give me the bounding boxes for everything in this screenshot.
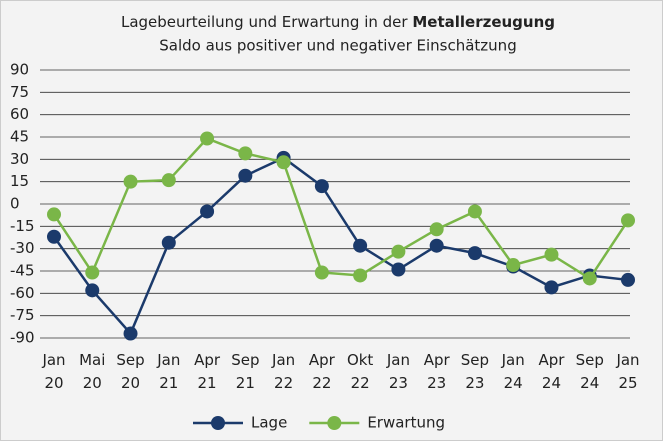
y-tick-label: 75 bbox=[10, 83, 29, 101]
x-tick-label: Jan 22 bbox=[271, 351, 295, 392]
point bbox=[47, 207, 61, 222]
x-tick-label: Apr 22 bbox=[309, 351, 336, 392]
x-tick-label: Apr 21 bbox=[194, 351, 221, 392]
y-tick-label: -60 bbox=[10, 284, 35, 302]
point bbox=[544, 247, 559, 262]
point bbox=[238, 146, 253, 161]
x-tick-label: Okt 22 bbox=[347, 351, 373, 392]
point bbox=[47, 229, 61, 244]
series-line bbox=[52, 156, 629, 336]
y-tick-label: -90 bbox=[10, 329, 35, 347]
point bbox=[353, 268, 368, 283]
y-tick-label: 30 bbox=[10, 150, 29, 168]
series-line bbox=[52, 137, 630, 281]
x-tick-label: Sep 23 bbox=[461, 351, 489, 392]
x-tick-label: Sep 21 bbox=[231, 351, 259, 392]
point bbox=[85, 283, 100, 298]
y-tick-label: -30 bbox=[10, 239, 35, 257]
point bbox=[161, 235, 176, 250]
chart-subtitle: Saldo aus positiver und negativer Einsch… bbox=[159, 37, 516, 55]
x-tick-label: Apr 23 bbox=[424, 351, 451, 392]
x-tick-label: Apr 24 bbox=[538, 351, 565, 392]
legend-label: Lage bbox=[251, 414, 287, 432]
x-tick-label: Jan 25 bbox=[615, 351, 639, 392]
y-tick-label: 45 bbox=[10, 128, 29, 146]
point bbox=[391, 244, 406, 259]
x-tick-label: Sep 24 bbox=[576, 351, 604, 392]
point bbox=[353, 238, 368, 253]
chart-title: Lagebeurteilung und Erwartung in der Met… bbox=[121, 13, 555, 31]
point bbox=[621, 213, 635, 228]
title-text: Lagebeurteilung und Erwartung in der bbox=[121, 13, 408, 31]
y-tick-label: -15 bbox=[10, 217, 35, 235]
point bbox=[276, 155, 291, 170]
legend-label: Erwartung bbox=[367, 414, 445, 432]
y-tick-label: -75 bbox=[10, 306, 35, 324]
point bbox=[161, 173, 176, 188]
point bbox=[200, 204, 215, 219]
point bbox=[391, 262, 406, 277]
point bbox=[506, 258, 521, 273]
x-tick-label: Jan 24 bbox=[501, 351, 525, 392]
x-tick-label: Jan 21 bbox=[156, 351, 180, 392]
legend-marker bbox=[327, 416, 342, 430]
title-emphasis: Metallerzeugung bbox=[412, 13, 555, 31]
y-tick-label: -45 bbox=[10, 262, 35, 280]
y-tick-label: 60 bbox=[10, 105, 29, 123]
point bbox=[314, 179, 329, 194]
x-tick-label: Jan 23 bbox=[386, 351, 410, 392]
point bbox=[314, 265, 329, 280]
point bbox=[85, 265, 100, 280]
point bbox=[123, 174, 138, 189]
point bbox=[621, 272, 635, 287]
point bbox=[544, 280, 559, 295]
y-tick-label: 90 bbox=[10, 61, 29, 79]
point bbox=[582, 271, 597, 286]
point bbox=[429, 238, 444, 253]
legend-marker bbox=[211, 416, 225, 430]
point bbox=[429, 222, 444, 237]
x-tick-label: Sep 20 bbox=[116, 351, 144, 392]
y-tick-label: 0 bbox=[10, 195, 20, 213]
y-tick-label: 15 bbox=[10, 172, 29, 190]
point bbox=[467, 204, 482, 219]
point bbox=[200, 131, 215, 146]
x-tick-label: Mai 20 bbox=[79, 351, 105, 392]
x-tick-label: Jan 20 bbox=[41, 351, 65, 392]
point bbox=[467, 246, 482, 261]
point bbox=[123, 326, 138, 341]
point bbox=[238, 168, 253, 183]
